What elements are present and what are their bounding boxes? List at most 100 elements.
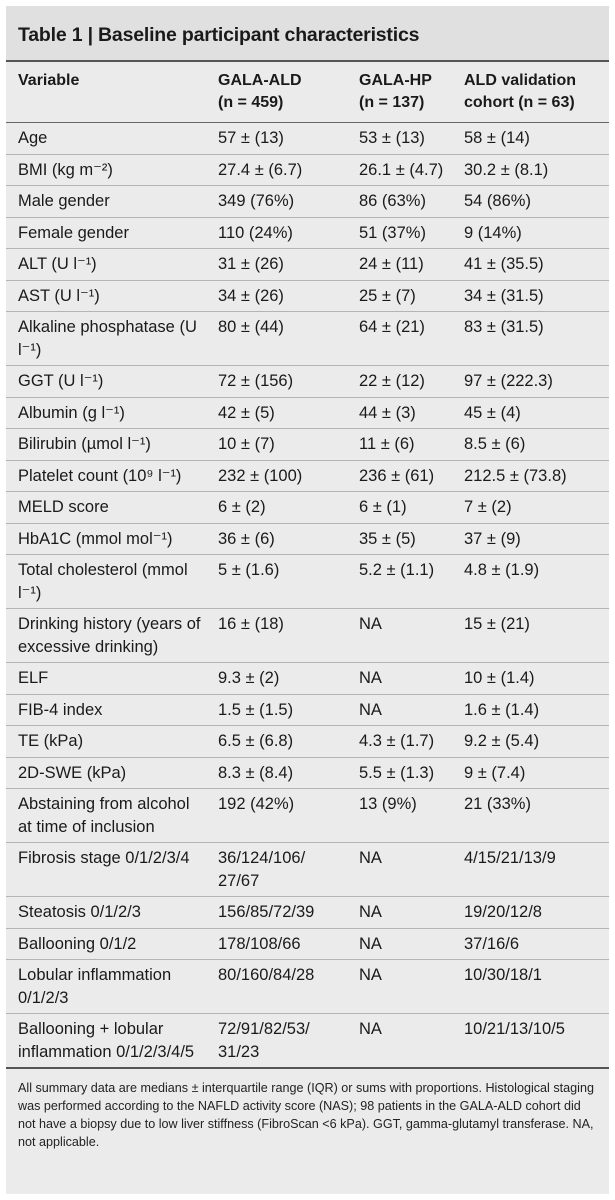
variable-cell: Female gender [6,217,206,249]
table-row: Lobular inflammation 0/1/2/3 80/160/84/28… [6,959,609,1014]
variable-cell: TE (kPa) [6,725,206,758]
gala-ald-cell: 31 ± (26) [206,248,347,281]
gala-hp-cell: NA [347,959,452,1014]
table-row: Ballooning + lobular inflammation 0/1/2/… [6,1013,609,1069]
table-title: Table 1 | Baseline participant character… [18,24,420,46]
variable-cell: Ballooning + lobular inflammation 0/1/2/… [6,1013,206,1069]
table-row: FIB-4 index 1.5 ± (1.5) NA 1.6 ± (1.4) [6,694,609,726]
table-footnote: All summary data are medians ± interquar… [18,1081,594,1149]
gala-ald-cell: 80 ± (44) [206,311,347,366]
gala-hp-cell: NA [347,1013,452,1069]
table-row: Ballooning 0/1/2 178/108/66 NA 37/16/6 [6,928,609,960]
table-title-bar: Table 1 | Baseline participant character… [6,6,609,62]
gala-ald-cell: 34 ± (26) [206,280,347,312]
ald-validation-cell: 9.2 ± (5.4) [452,725,609,758]
gala-ald-cell: 1.5 ± (1.5) [206,694,347,726]
gala-hp-cell: 24 ± (11) [347,248,452,281]
table-row: GGT (U l⁻¹) 72 ± (156) 22 ± (12) 97 ± (222.… [6,365,609,398]
variable-cell: Ballooning 0/1/2 [6,928,206,960]
variable-cell: BMI (kg m⁻²) [6,154,206,186]
table-row: ALT (U l⁻¹) 31 ± (26) 24 ± (11) 41 ± (35.5) [6,248,609,281]
gala-ald-cell: 16 ± (18) [206,608,347,663]
gala-hp-cell: NA [347,608,452,663]
gala-ald-cell: 232 ± (100) [206,460,347,492]
ald-validation-cell: 7 ± (2) [452,491,609,524]
ald-validation-cell: 10 ± (1.4) [452,662,609,695]
ald-validation-cell: 34 ± (31.5) [452,280,609,312]
gala-ald-cell: 5 ± (1.6) [206,554,347,609]
characteristics-table: Variable GALA-ALD (n = 459) GALA-HP (n =… [6,62,609,1069]
gala-hp-cell: 53 ± (13) [347,122,452,155]
variable-cell: MELD score [6,491,206,524]
header-gala-hp: GALA-HP (n = 137) [347,62,452,123]
ald-validation-cell: 45 ± (4) [452,397,609,429]
gala-ald-cell: 72 ± (156) [206,365,347,398]
ald-validation-cell: 9 (14%) [452,217,609,249]
gala-hp-cell: NA [347,662,452,695]
gala-ald-cell: 10 ± (7) [206,428,347,461]
ald-validation-cell: 21 (33%) [452,788,609,843]
ald-validation-cell: 30.2 ± (8.1) [452,154,609,186]
header-gala-hp-line1: GALA-HP [359,72,432,89]
gala-ald-cell: 36/124/106/ 27/67 [206,842,347,897]
ald-validation-cell: 1.6 ± (1.4) [452,694,609,726]
header-gala-ald-line2: (n = 459) [218,94,284,111]
variable-cell: Alkaline phosphatase (U l⁻¹) [6,311,206,366]
table-row: HbA1C (mmol mol⁻¹) 36 ± (6) 35 ± (5) 37 ± (… [6,523,609,555]
ald-validation-cell: 54 (86%) [452,185,609,218]
ald-validation-cell: 4.8 ± (1.9) [452,554,609,609]
table-row: TE (kPa) 6.5 ± (6.8) 4.3 ± (1.7) 9.2 ± (5.4… [6,725,609,758]
header-row: Variable GALA-ALD (n = 459) GALA-HP (n =… [6,62,609,123]
gala-hp-cell: 4.3 ± (1.7) [347,725,452,758]
variable-cell: HbA1C (mmol mol⁻¹) [6,523,206,555]
variable-cell: FIB-4 index [6,694,206,726]
ald-validation-cell: 97 ± (222.3) [452,365,609,398]
ald-validation-cell: 10/30/18/1 [452,959,609,1014]
gala-ald-cell: 349 (76%) [206,185,347,218]
gala-ald-cell: 156/85/72/39 [206,896,347,929]
gala-ald-cell: 80/160/84/28 [206,959,347,1014]
table-row: Drinking history (years of excessive dri… [6,608,609,663]
ald-validation-cell: 15 ± (21) [452,608,609,663]
gala-hp-cell: NA [347,694,452,726]
table-row: Age 57 ± (13) 53 ± (13) 58 ± (14) [6,122,609,155]
variable-cell: Steatosis 0/1/2/3 [6,896,206,929]
header-ald-validation: ALD validation cohort (n = 63) [452,62,609,123]
gala-hp-cell: 25 ± (7) [347,280,452,312]
ald-validation-cell: 41 ± (35.5) [452,248,609,281]
header-variable-line1: Variable [18,72,80,89]
gala-hp-cell: 44 ± (3) [347,397,452,429]
table-row: Female gender 110 (24%) 51 (37%) 9 (14%) [6,217,609,249]
ald-validation-cell: 83 ± (31.5) [452,311,609,366]
ald-validation-cell: 58 ± (14) [452,122,609,155]
header-ald-validation-line2: cohort (n = 63) [464,94,575,111]
table-header: Variable GALA-ALD (n = 459) GALA-HP (n =… [6,62,609,123]
table-row: ELF 9.3 ± (2) NA 10 ± (1.4) [6,662,609,695]
gala-hp-cell: NA [347,896,452,929]
variable-cell: Albumin (g l⁻¹) [6,397,206,429]
gala-hp-cell: 26.1 ± (4.7) [347,154,452,186]
ald-validation-cell: 9 ± (7.4) [452,757,609,789]
variable-cell: Age [6,122,206,155]
gala-ald-cell: 9.3 ± (2) [206,662,347,695]
variable-cell: Male gender [6,185,206,218]
gala-hp-cell: 11 ± (6) [347,428,452,461]
gala-hp-cell: 86 (63%) [347,185,452,218]
table-row: Male gender 349 (76%) 86 (63%) 54 (86%) [6,185,609,218]
gala-ald-cell: 110 (24%) [206,217,347,249]
variable-cell: Total cholesterol (mmol l⁻¹) [6,554,206,609]
ald-validation-cell: 8.5 ± (6) [452,428,609,461]
variable-cell: GGT (U l⁻¹) [6,365,206,398]
gala-ald-cell: 6 ± (2) [206,491,347,524]
gala-ald-cell: 6.5 ± (6.8) [206,725,347,758]
table-row: BMI (kg m⁻²) 27.4 ± (6.7) 26.1 ± (4.7) 30.2… [6,154,609,186]
gala-hp-cell: 51 (37%) [347,217,452,249]
variable-cell: ELF [6,662,206,695]
header-variable: Variable [6,62,206,123]
gala-hp-cell: 64 ± (21) [347,311,452,366]
gala-hp-cell: 6 ± (1) [347,491,452,524]
gala-hp-cell: NA [347,928,452,960]
gala-ald-cell: 57 ± (13) [206,122,347,155]
table-row: MELD score 6 ± (2) 6 ± (1) 7 ± (2) [6,491,609,524]
gala-ald-cell: 192 (42%) [206,788,347,843]
